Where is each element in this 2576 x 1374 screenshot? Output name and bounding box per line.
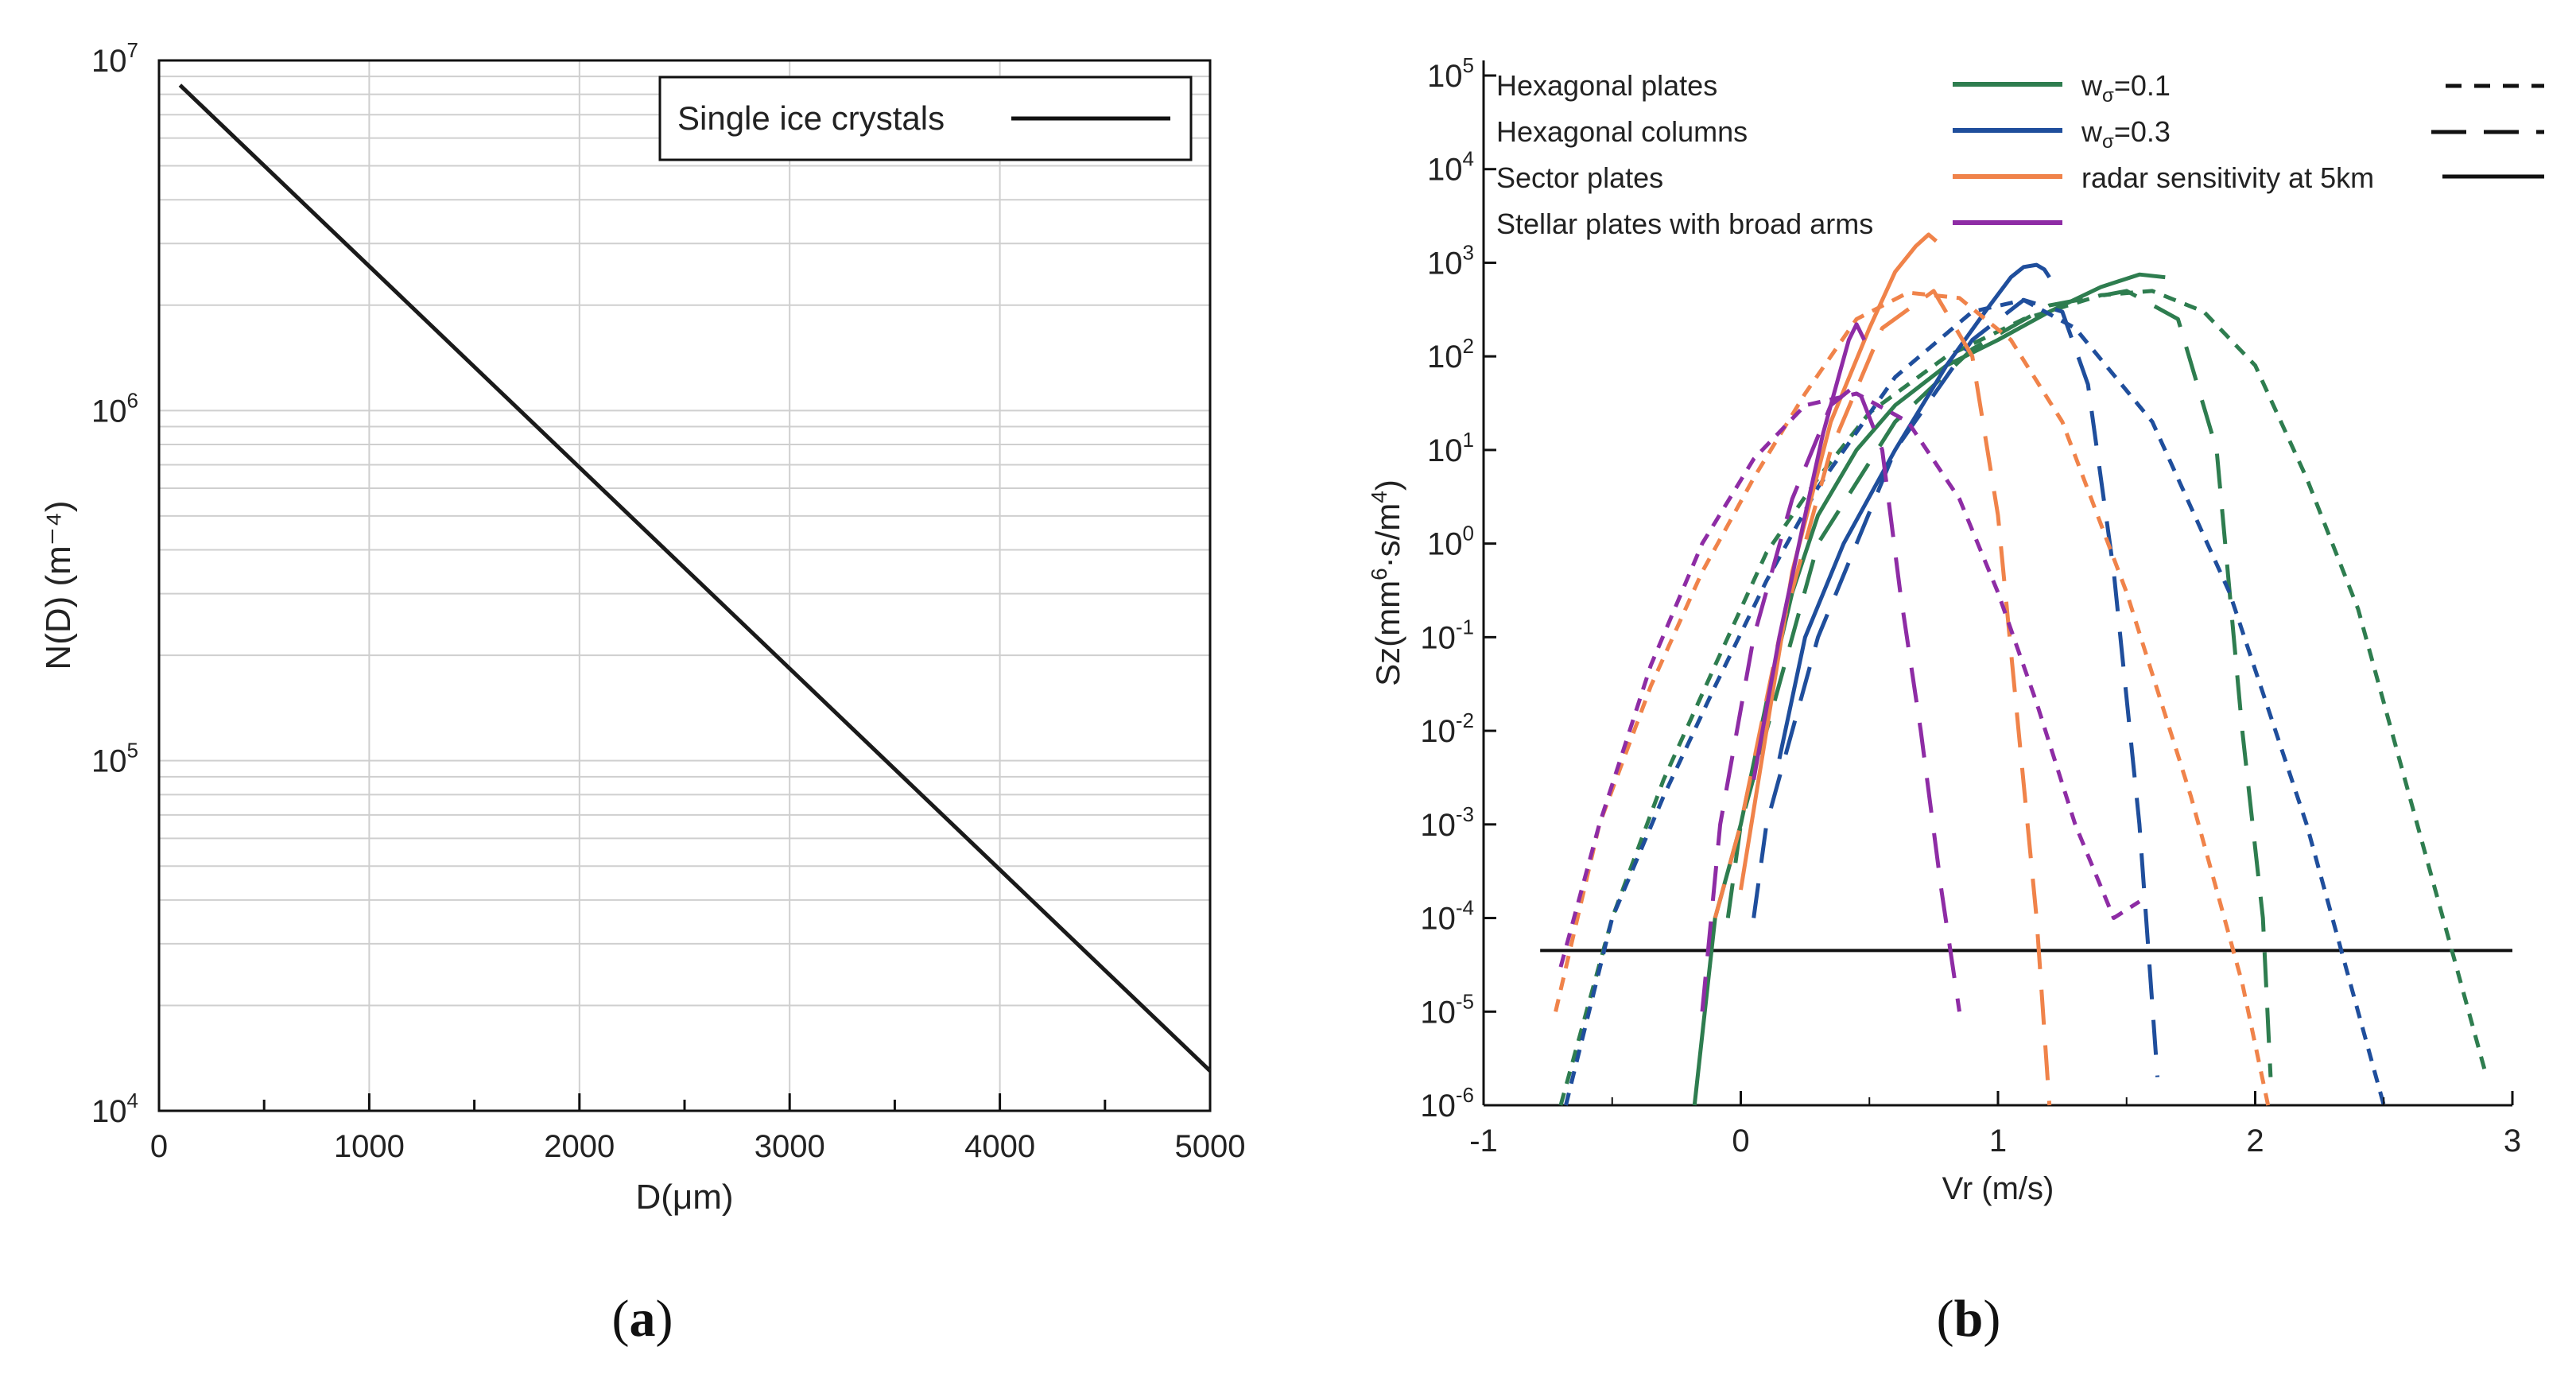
chart-b-y-tick-label: 10-6 <box>1420 1083 1474 1124</box>
chart-b-legend-label: Sector plates <box>1496 161 1663 194</box>
chart-a-x-tick-label: 5000 <box>1175 1129 1246 1164</box>
chart-b-y-tick-label: 10-2 <box>1420 708 1474 749</box>
chart-b-series-line <box>1564 297 2386 1106</box>
chart-a-legend-label: Single ice crystals <box>677 99 945 137</box>
chart-b-x-axis-label: Vr (m/s) <box>1942 1171 2054 1206</box>
chart-a-series <box>178 83 1212 1073</box>
chart-b-y-tick-label: 10-4 <box>1420 896 1474 937</box>
chart-a-y-axis-label: N(D) (m⁻⁴) <box>39 500 78 670</box>
chart-a-series-line <box>178 83 1212 1073</box>
chart-b-y-tick-label: 10-1 <box>1420 615 1474 655</box>
chart-b-series-line <box>1713 289 2052 1106</box>
chart-panel-b: -1 0 1 2 3 10-6 10-5 10-4 10-3 10-2 10-1 100 101 102… <box>1367 53 2544 1348</box>
chart-b-legend-label: radar sensitivity at 5km <box>2081 161 2374 194</box>
chart-b-y-tick-label: 103 <box>1427 240 1474 281</box>
chart-b-x-tick-label: 2 <box>2246 1124 2264 1159</box>
chart-b-legend-label: Hexagonal columns <box>1496 115 1748 148</box>
chart-panel-a: 0 1000 2000 3000 4000 5000 104 105 106 107 D(μm)… <box>39 38 1245 1348</box>
chart-b-series-line <box>1752 297 2160 1077</box>
panel-a-caption: (a) <box>612 1290 673 1348</box>
chart-b-legend-label: wσ=0.3 <box>2081 115 2171 153</box>
chart-b-x-ticks: -1 0 1 2 3 <box>1469 1091 2521 1159</box>
chart-b-legend-label: wσ=0.1 <box>2081 69 2171 107</box>
chart-b-y-tick-label: 100 <box>1427 522 1474 562</box>
chart-b-x-tick-label: 1 <box>1989 1124 2007 1159</box>
chart-b-series-line <box>1692 272 2166 1106</box>
panel-b-caption-letter: b <box>1954 1290 1984 1348</box>
chart-b-series <box>1540 232 2512 1106</box>
chart-b-legend-label: Hexagonal plates <box>1496 69 1717 102</box>
chart-b-series-line <box>1777 262 2051 760</box>
chart-a-y-ticks: 104 105 106 107 <box>91 38 138 1129</box>
panel-a-caption-letter: a <box>630 1290 656 1348</box>
chart-b-y-tick-label: 101 <box>1427 428 1474 468</box>
chart-b-y-ticks: 10-6 10-5 10-4 10-3 10-2 10-1 100 101 102 103 104 1… <box>1420 53 1496 1124</box>
chart-b-legend: Hexagonal plates Hexagonal columns Secto… <box>1496 69 2544 240</box>
chart-b-legend-styles: wσ=0.1 wσ=0.3 radar sensitivity at 5km <box>2081 69 2544 194</box>
chart-b-y-axis-label: Sz(mm6·s/m4) <box>1367 479 1406 686</box>
chart-b-series-line <box>1725 289 2273 1077</box>
chart-b-x-tick-label: 0 <box>1732 1124 1749 1159</box>
chart-a-x-tick-label: 3000 <box>755 1129 825 1164</box>
chart-b-x-tick-label: -1 <box>1469 1124 1498 1159</box>
chart-a-x-tick-label: 2000 <box>544 1129 615 1164</box>
chart-b-y-tick-label: 102 <box>1427 334 1474 375</box>
panel-b-caption: (b) <box>1937 1290 2001 1348</box>
chart-a-y-tick-label: 104 <box>91 1089 138 1129</box>
chart-b-legend-types: Hexagonal plates Hexagonal columns Secto… <box>1496 69 2062 240</box>
chart-b-y-tick-label: 10-3 <box>1420 802 1474 843</box>
chart-b-y-tick-label: 105 <box>1427 53 1474 94</box>
chart-a-x-tick-label: 4000 <box>964 1129 1035 1164</box>
chart-a-y-tick-label: 105 <box>91 739 138 779</box>
chart-a-x-ticks: 0 1000 2000 3000 4000 5000 <box>150 1093 1246 1164</box>
chart-b-x-tick-label: 3 <box>2504 1124 2521 1159</box>
chart-b-series-line <box>1739 232 1938 891</box>
chart-b-series-line <box>1558 289 2489 1106</box>
chart-a-legend: Single ice crystals <box>658 76 1193 161</box>
chart-a-y-tick-label: 107 <box>91 38 138 79</box>
chart-b-series-line <box>1558 391 2141 968</box>
chart-b-y-tick-label: 10-5 <box>1420 989 1474 1030</box>
chart-a-x-tick-label: 1000 <box>334 1129 405 1164</box>
chart-a-x-axis-label: D(μm) <box>635 1178 733 1217</box>
chart-a-y-tick-label: 106 <box>91 388 138 429</box>
chart-b-series-line <box>1554 290 2271 1106</box>
chart-b-series-line <box>1700 382 1961 1012</box>
chart-b-y-tick-label: 104 <box>1427 147 1474 188</box>
chart-a-x-tick-label: 0 <box>150 1129 168 1164</box>
chart-b-legend-label: Stellar plates with broad arms <box>1496 208 1873 240</box>
